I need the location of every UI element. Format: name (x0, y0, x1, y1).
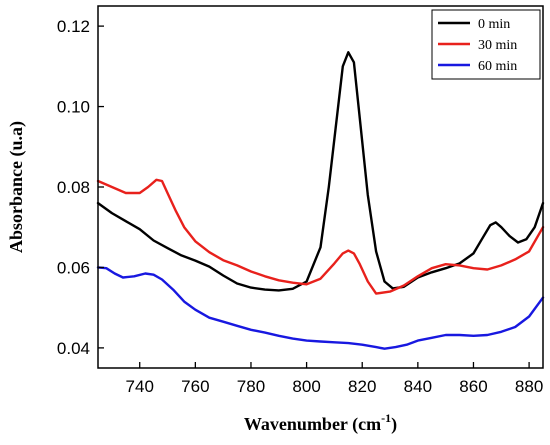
y-tick-label: 0.06 (57, 258, 90, 277)
series-line-30-min (96, 178, 545, 295)
legend-label: 60 min (478, 59, 517, 74)
x-tick-label: 800 (292, 377, 320, 396)
x-tick-label: 880 (515, 377, 543, 396)
legend-label: 0 min (478, 17, 510, 32)
y-tick-label: 0.04 (57, 339, 90, 358)
plot-content (96, 51, 545, 350)
x-tick-label: 760 (181, 377, 209, 396)
legend-label: 30 min (478, 38, 517, 53)
x-axis-title-superscript: -1 (381, 411, 391, 425)
x-axis-title: Wavenumber (cm-1) (244, 411, 397, 435)
y-axis-title: Absorbance (u.a) (6, 121, 27, 253)
series-line-0-min (96, 51, 545, 292)
y-tick-label: 0.12 (57, 17, 90, 36)
x-tick-label: 780 (237, 377, 265, 396)
x-tick-label: 840 (404, 377, 432, 396)
y-tick-label: 0.08 (57, 178, 90, 197)
legend: 0 min 30 min 60 min (431, 9, 541, 80)
x-tick-label: 860 (459, 377, 487, 396)
x-tick-label: 820 (348, 377, 376, 396)
y-tick-label: 0.10 (57, 98, 90, 117)
y-axis: 0.04 0.06 0.08 0.10 0.12 (57, 17, 104, 358)
x-axis: 740 760 780 800 820 840 860 880 (126, 362, 543, 396)
x-axis-title-main: Wavenumber (cm (244, 414, 381, 435)
series-line-60-min (96, 266, 545, 350)
x-tick-label: 740 (126, 377, 154, 396)
x-axis-title-tail: ) (391, 414, 397, 435)
